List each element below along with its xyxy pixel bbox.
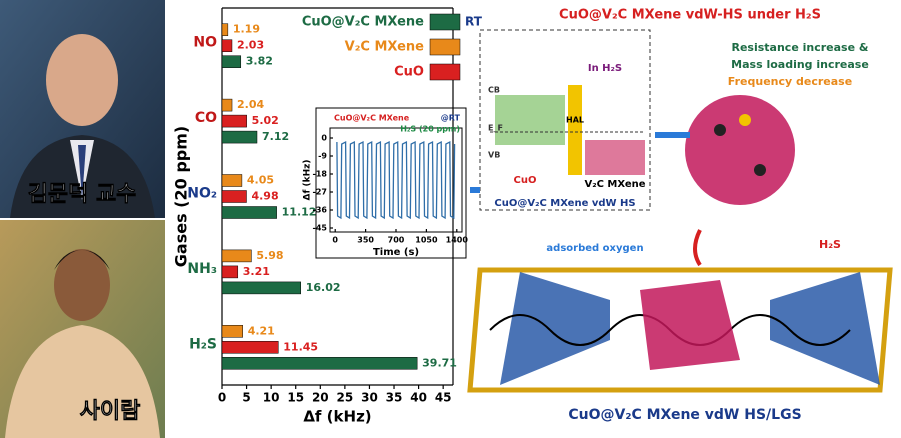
schematic-title: CuO@V₂C MXene vdW-HS under H₂S bbox=[559, 8, 821, 23]
effect-text: Mass loading increase bbox=[731, 58, 869, 71]
legend-text: adsorbed oxygen bbox=[546, 243, 643, 254]
band-label: E_F bbox=[488, 124, 503, 133]
value-label: 2.04 bbox=[237, 98, 264, 111]
photo-caption: 김문덕 교수 bbox=[28, 182, 137, 207]
legend-swatch bbox=[429, 38, 461, 56]
inset-caption: CuO@V₂C MXene vdW HS bbox=[494, 198, 635, 209]
value-label: 2.03 bbox=[237, 39, 264, 52]
x-tick-label: 45 bbox=[435, 391, 452, 405]
legend-swatch bbox=[429, 63, 461, 81]
legend-note: RT bbox=[465, 15, 483, 29]
bar bbox=[221, 55, 242, 68]
annotation: @RT bbox=[441, 114, 461, 123]
bar bbox=[221, 265, 239, 279]
value-label: 3.82 bbox=[246, 55, 273, 68]
value-label: 11.45 bbox=[283, 340, 318, 353]
x-tick-label: 350 bbox=[357, 236, 374, 245]
x-tick-label: 10 bbox=[263, 391, 280, 405]
x-tick-label: 700 bbox=[388, 236, 405, 245]
bar bbox=[221, 23, 229, 36]
x-tick-label: 0 bbox=[218, 391, 226, 405]
photo-top bbox=[0, 0, 165, 218]
x-tick-label: 25 bbox=[337, 391, 354, 405]
x-tick-label: 5 bbox=[242, 391, 250, 405]
value-label: 4.98 bbox=[251, 190, 278, 203]
x-tick-label: 1400 bbox=[446, 236, 469, 245]
value-label: 4.05 bbox=[247, 174, 274, 187]
bar bbox=[221, 174, 243, 187]
y-tick-label: NO bbox=[193, 35, 217, 51]
bar bbox=[221, 357, 418, 370]
schematic-caption: CuO@V₂C MXene vdW HS/LGS bbox=[568, 407, 801, 423]
value-label: 16.02 bbox=[306, 281, 341, 294]
value-label: 4.21 bbox=[248, 324, 275, 337]
y-tick-label: NH₃ bbox=[187, 261, 217, 277]
effect-text: Resistance increase & bbox=[732, 41, 869, 54]
legend-swatch bbox=[429, 13, 461, 31]
band-label: VB bbox=[488, 151, 500, 160]
x-tick-label: 40 bbox=[410, 391, 427, 405]
value-label: 7.12 bbox=[262, 130, 289, 143]
bar bbox=[221, 325, 243, 338]
value-label: 5.98 bbox=[256, 249, 283, 262]
schematic bbox=[467, 29, 893, 393]
x-axis-label: Time (s) bbox=[373, 247, 419, 258]
annotation: CuO@V₂C MXene bbox=[334, 114, 410, 123]
line-series bbox=[336, 140, 456, 220]
photo-caption: 사이람 bbox=[80, 399, 141, 424]
x-tick-label: 35 bbox=[386, 391, 403, 405]
gas-label: H₂S bbox=[819, 238, 841, 251]
y-tick-label: -27 bbox=[313, 188, 327, 197]
value-label: 1.19 bbox=[233, 23, 260, 36]
band-label: V₂C MXene bbox=[584, 179, 645, 190]
photo-bottom bbox=[0, 220, 165, 438]
x-tick-label: 0 bbox=[332, 236, 338, 245]
y-axis-label: Δf (kHz) bbox=[303, 160, 313, 201]
band-label: In H₂S bbox=[588, 63, 622, 74]
band-label: CuO bbox=[514, 175, 537, 186]
legend-label: CuO@V₂C MXene bbox=[302, 15, 424, 30]
bar bbox=[221, 249, 252, 263]
value-label: 5.02 bbox=[252, 114, 279, 127]
legend-label: V₂C MXene bbox=[345, 40, 425, 55]
x-tick-label: 30 bbox=[361, 391, 378, 405]
x-axis-label: Δf (kHz) bbox=[303, 408, 371, 426]
y-tick-label: CO bbox=[195, 110, 217, 126]
x-tick-label: 15 bbox=[287, 391, 304, 405]
x-tick-label: 20 bbox=[312, 391, 329, 405]
annotation: H₂S (20 ppm) bbox=[400, 125, 460, 134]
bar bbox=[221, 190, 247, 203]
bar bbox=[221, 281, 301, 295]
bar bbox=[221, 98, 233, 112]
bar bbox=[221, 114, 247, 128]
value-label: 3.21 bbox=[243, 265, 270, 278]
legend-label: CuO bbox=[394, 65, 424, 80]
y-axis-label: Gases (20 ppm) bbox=[172, 126, 191, 267]
y-tick-label: -36 bbox=[313, 206, 328, 215]
y-tick-label: -18 bbox=[313, 170, 328, 179]
bar bbox=[221, 39, 233, 52]
effect-text: Frequency decrease bbox=[728, 75, 852, 88]
y-tick-label: 0 bbox=[321, 134, 327, 143]
bar bbox=[221, 206, 277, 219]
bar bbox=[221, 341, 279, 354]
band-label: CB bbox=[488, 86, 500, 95]
y-tick-label: -45 bbox=[313, 224, 328, 233]
y-tick-label: -9 bbox=[318, 152, 327, 161]
y-tick-label: H₂S bbox=[189, 336, 217, 352]
band-label: HAL bbox=[566, 116, 584, 125]
bar bbox=[221, 130, 258, 144]
y-tick-label: NO₂ bbox=[187, 186, 217, 202]
value-label: 11.12 bbox=[282, 206, 317, 219]
value-label: 39.71 bbox=[422, 356, 457, 369]
x-tick-label: 1050 bbox=[415, 236, 438, 245]
